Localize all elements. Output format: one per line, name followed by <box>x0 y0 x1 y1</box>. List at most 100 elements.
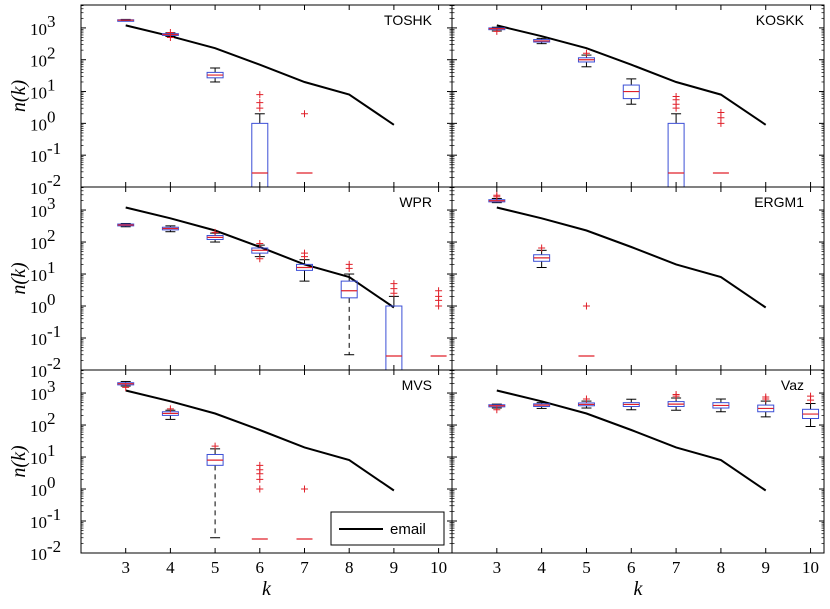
box-k6 <box>251 239 269 263</box>
outlier-marker <box>582 395 590 403</box>
box-k8 <box>712 108 729 174</box>
legend: email <box>330 511 445 546</box>
y-tick-exponent: -2 <box>47 354 61 373</box>
y-tick-exponent: 2 <box>47 44 56 63</box>
outlier-marker <box>256 485 264 493</box>
box-k3 <box>117 380 135 391</box>
y-tick-label: 10 <box>30 202 47 221</box>
y-tick-exponent: 2 <box>47 409 56 428</box>
box-k10 <box>802 392 820 427</box>
panel-frame <box>80 186 453 371</box>
outlier-marker <box>256 239 264 247</box>
y-tick-label: 10 <box>30 115 47 134</box>
y-tick-exponent: 0 <box>47 473 56 492</box>
box-k3 <box>117 222 135 228</box>
x-tick-label: 6 <box>256 558 265 577</box>
box-k5 <box>578 302 595 357</box>
outlier-marker <box>300 110 308 118</box>
box-k6 <box>622 78 640 105</box>
outlier-marker <box>493 27 501 35</box>
panel-title: ERGM1 <box>754 194 804 210</box>
outlier-marker <box>256 461 264 469</box>
outlier-marker <box>166 405 174 413</box>
box-k4 <box>161 28 179 41</box>
y-tick-exponent: 0 <box>47 290 56 309</box>
x-tick-label: 7 <box>300 558 309 577</box>
y-tick-exponent: -1 <box>47 322 61 341</box>
box-k8 <box>340 260 358 356</box>
x-axis-label: k <box>262 578 272 600</box>
box-k9 <box>385 280 403 371</box>
outlier-marker <box>582 49 590 57</box>
box-k3 <box>488 191 506 204</box>
y-tick-label: 10 <box>30 481 47 500</box>
y-tick-label: 10 <box>30 298 47 317</box>
outlier-marker <box>538 244 546 252</box>
x-tick-label: 9 <box>761 558 770 577</box>
x-tick-label: 10 <box>430 558 447 577</box>
y-tick-exponent: -1 <box>47 505 61 524</box>
box-k6 <box>251 461 268 540</box>
y-tick-label: 10 <box>30 84 47 103</box>
outlier-marker <box>256 99 264 107</box>
panel-frame <box>451 369 825 554</box>
box-k7 <box>296 110 313 174</box>
x-tick-label: 5 <box>211 558 220 577</box>
y-tick-exponent: -2 <box>47 171 61 190</box>
box-iqr <box>385 305 403 371</box>
legend-label: email <box>390 521 426 538</box>
outlier-marker <box>435 287 443 295</box>
panel-vaz: Vaz 3 4 5 6 7 8 9 10 k <box>451 369 825 600</box>
email-line <box>125 389 395 492</box>
outlier-marker <box>717 108 725 116</box>
panel-title: MVS <box>402 377 432 393</box>
y-tick-label: 10 <box>30 234 47 253</box>
outlier-marker <box>300 485 308 493</box>
email-line <box>496 206 767 309</box>
y-tick-label: 10 <box>30 147 47 166</box>
x-tick-label: 8 <box>345 558 354 577</box>
box-k4 <box>533 244 551 268</box>
x-tick-label: 6 <box>627 558 636 577</box>
x-axis-label: k <box>634 578 644 600</box>
y-axis-label: n(k) <box>8 80 30 113</box>
box-k6 <box>622 398 640 411</box>
y-tick-label: 10 <box>30 20 47 39</box>
outlier-marker <box>582 302 590 310</box>
x-tick-label: 10 <box>802 558 819 577</box>
outlier-marker <box>211 228 219 236</box>
outlier-marker <box>256 255 264 263</box>
y-axis-label: n(k) <box>8 262 30 295</box>
y-tick-exponent: 3 <box>47 12 56 31</box>
y-tick-label: 10 <box>30 417 47 436</box>
box-k4 <box>161 405 179 420</box>
x-tick-label: 3 <box>493 558 502 577</box>
box-k9 <box>757 393 775 418</box>
panel-frame <box>451 186 825 371</box>
email-line <box>496 24 767 126</box>
box-k7 <box>667 390 685 411</box>
y-tick-exponent: 1 <box>47 258 56 277</box>
y-tick-exponent: -1 <box>47 139 61 158</box>
box-k4 <box>533 402 551 409</box>
box-k3 <box>117 18 135 22</box>
outlier-marker <box>166 28 174 36</box>
box-k5 <box>206 442 224 539</box>
outlier-marker <box>493 406 501 414</box>
y-tick-exponent: 0 <box>47 107 56 126</box>
y-tick-exponent: 1 <box>47 441 56 460</box>
y-tick-exponent: 2 <box>47 226 56 245</box>
box-k7 <box>296 485 313 540</box>
panel-frame <box>451 4 825 188</box>
outlier-marker <box>256 91 264 99</box>
x-tick-label: 9 <box>390 558 399 577</box>
panel-title: WPR <box>399 194 432 210</box>
y-tick-label: 10 <box>30 449 47 468</box>
y-tick-exponent: -2 <box>47 537 61 556</box>
outlier-marker <box>390 280 398 288</box>
outlier-marker <box>672 92 680 100</box>
box-k3 <box>488 403 506 414</box>
outlier-marker <box>672 390 680 398</box>
